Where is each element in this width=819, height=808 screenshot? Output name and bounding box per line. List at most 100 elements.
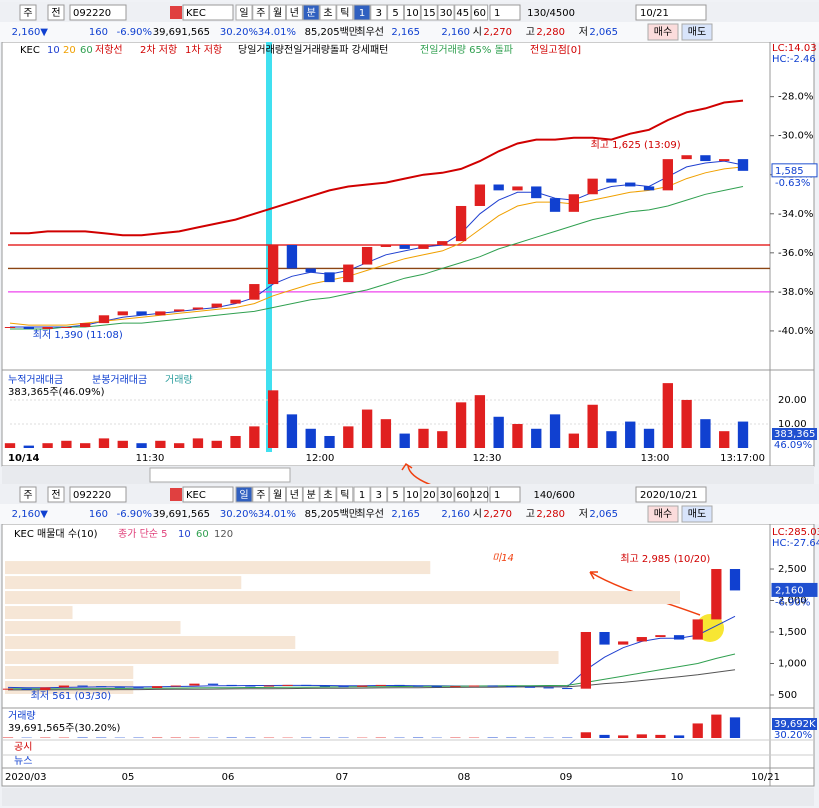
period-label[interactable]: 틱: [340, 7, 349, 19]
interval-button[interactable]: [437, 486, 455, 503]
period-label[interactable]: 초: [323, 7, 332, 19]
period-button[interactable]: [319, 4, 337, 21]
interval-button[interactable]: [387, 486, 405, 503]
button[interactable]: [47, 486, 65, 503]
interval-label[interactable]: 1: [359, 8, 365, 19]
last-pct: -6.90%: [775, 597, 810, 608]
x-label: 2020/03: [5, 772, 47, 783]
interval-button[interactable]: [471, 4, 489, 21]
scrollbar[interactable]: [2, 788, 814, 806]
interval-label[interactable]: 20: [423, 490, 436, 501]
button[interactable]: [47, 4, 65, 21]
interval-button[interactable]: [387, 4, 405, 21]
legend-item: 20: [63, 45, 76, 56]
interval-label[interactable]: 10: [406, 490, 419, 501]
order-button[interactable]: [681, 23, 713, 41]
order-label[interactable]: 매수: [654, 26, 672, 38]
candle: [136, 311, 147, 316]
button-label[interactable]: 주: [23, 490, 32, 501]
interval-button[interactable]: [454, 486, 472, 503]
interval-label[interactable]: 15: [423, 8, 436, 19]
period-label[interactable]: 월: [273, 7, 282, 19]
period-button[interactable]: [302, 4, 320, 21]
interval-label[interactable]: 60: [473, 8, 486, 19]
order-button[interactable]: [647, 23, 679, 41]
order-label[interactable]: 매도: [688, 508, 706, 520]
input[interactable]: [635, 486, 707, 503]
interval-button[interactable]: [403, 486, 421, 503]
interval-label[interactable]: 120: [470, 490, 489, 501]
interval-label[interactable]: 45: [456, 8, 469, 19]
interval-label[interactable]: 5: [392, 8, 398, 19]
order-label[interactable]: 매도: [688, 26, 706, 38]
ma-line: [10, 186, 744, 330]
interval-label[interactable]: 10: [406, 8, 419, 19]
input[interactable]: [489, 486, 521, 503]
period-button[interactable]: [235, 486, 253, 503]
interval-button[interactable]: [370, 486, 388, 503]
interval-button[interactable]: [353, 486, 371, 503]
interval-label[interactable]: 1: [359, 490, 365, 501]
period-button[interactable]: [252, 4, 270, 21]
period-button[interactable]: [269, 4, 287, 21]
period-button[interactable]: [235, 4, 253, 21]
period-button[interactable]: [319, 486, 337, 503]
interval-button[interactable]: [370, 4, 388, 21]
period-label[interactable]: 년: [290, 7, 299, 19]
period-label[interactable]: 분: [307, 489, 316, 501]
period-label[interactable]: 년: [290, 489, 299, 501]
interval-label[interactable]: 5: [392, 490, 398, 501]
button[interactable]: [19, 486, 37, 503]
y-tick-label: -38.0%: [778, 287, 813, 298]
period-button[interactable]: [336, 486, 354, 503]
order-button[interactable]: [681, 505, 713, 523]
hc-label: HC:-27.64: [772, 538, 819, 549]
order-button[interactable]: [647, 505, 679, 523]
interval-label[interactable]: 3: [376, 8, 382, 19]
legend-item: 전일고점[0]: [530, 44, 581, 56]
period-label[interactable]: 틱: [340, 489, 349, 501]
interval-button[interactable]: [471, 486, 489, 503]
input[interactable]: [182, 4, 234, 21]
input[interactable]: [489, 4, 521, 21]
period-button[interactable]: [285, 4, 303, 21]
interval-button[interactable]: [420, 486, 438, 503]
button-label[interactable]: 주: [23, 8, 32, 19]
high-note: 최고 2,985 (10/20): [620, 553, 710, 565]
period-button[interactable]: [336, 4, 354, 21]
ma-line: [7, 615, 736, 689]
interval-button[interactable]: [353, 4, 371, 21]
candle: [700, 155, 711, 162]
period-button[interactable]: [285, 486, 303, 503]
period-label[interactable]: 주: [256, 8, 265, 19]
period-button[interactable]: [302, 486, 320, 503]
scroll-thumb[interactable]: [149, 467, 291, 483]
interval-label[interactable]: 30: [440, 8, 453, 19]
period-label[interactable]: 주: [256, 490, 265, 501]
interval-label[interactable]: 30: [440, 490, 453, 501]
period-button[interactable]: [269, 486, 287, 503]
period-label[interactable]: 분: [307, 7, 316, 19]
period-label[interactable]: 초: [323, 489, 332, 501]
button-label[interactable]: 전: [51, 7, 60, 19]
volume-bar: [455, 402, 467, 448]
interval-button[interactable]: [454, 4, 472, 21]
input[interactable]: [69, 4, 127, 21]
stock-name: KEC: [186, 490, 206, 501]
button-label[interactable]: 전: [51, 489, 60, 501]
interval-button[interactable]: [437, 4, 455, 21]
interval-label[interactable]: 3: [376, 490, 382, 501]
interval-button[interactable]: [420, 4, 438, 21]
input[interactable]: [69, 486, 127, 503]
order-label[interactable]: 매수: [654, 508, 672, 520]
period-label[interactable]: 일: [239, 489, 248, 501]
period-button[interactable]: [252, 486, 270, 503]
input[interactable]: [635, 4, 707, 21]
input[interactable]: [182, 486, 234, 503]
period-label[interactable]: 월: [273, 489, 282, 501]
period-label[interactable]: 일: [239, 7, 248, 19]
interval-label[interactable]: 60: [456, 490, 469, 501]
interval-button[interactable]: [403, 4, 421, 21]
button[interactable]: [19, 4, 37, 21]
